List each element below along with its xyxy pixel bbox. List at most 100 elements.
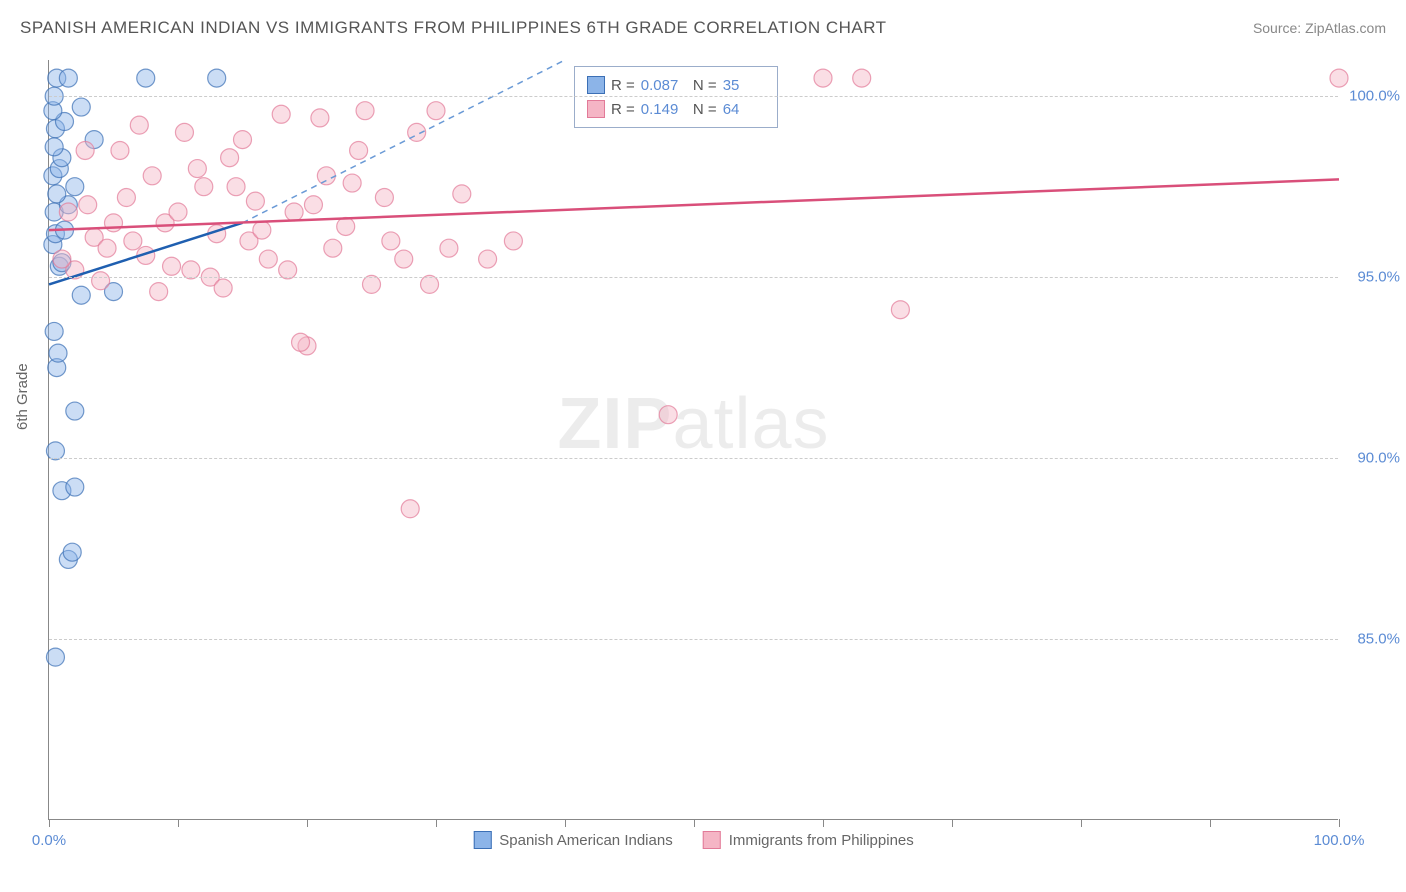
scatter-point (48, 185, 66, 203)
scatter-point (175, 123, 193, 141)
scatter-point (45, 138, 63, 156)
legend-label: Spanish American Indians (499, 832, 672, 849)
scatter-point (208, 69, 226, 87)
x-tick (178, 819, 179, 827)
scatter-point (72, 98, 90, 116)
y-axis-label: 6th Grade (14, 363, 31, 430)
scatter-point (137, 69, 155, 87)
legend-row: R =0.087 N =35 (587, 73, 765, 97)
scatter-point (659, 406, 677, 424)
scatter-point (66, 402, 84, 420)
legend-n-label: N = (689, 77, 717, 94)
scatter-point (117, 189, 135, 207)
scatter-point (124, 232, 142, 250)
y-tick-label: 90.0% (1345, 450, 1400, 467)
scatter-point (504, 232, 522, 250)
scatter-point (111, 141, 129, 159)
scatter-point (66, 178, 84, 196)
scatter-point (234, 131, 252, 149)
x-tick (307, 819, 308, 827)
scatter-point (814, 69, 832, 87)
scatter-point (337, 217, 355, 235)
scatter-point (221, 149, 239, 167)
x-tick (49, 819, 50, 827)
scatter-point (259, 250, 277, 268)
scatter-point (382, 232, 400, 250)
scatter-point (59, 69, 77, 87)
legend-r-value: 0.149 (641, 101, 683, 118)
scatter-point (46, 648, 64, 666)
scatter-point (350, 141, 368, 159)
chart-svg (49, 60, 1338, 819)
scatter-point (188, 160, 206, 178)
x-tick-label: 0.0% (32, 832, 66, 849)
y-tick-label: 85.0% (1345, 631, 1400, 648)
scatter-point (343, 174, 361, 192)
scatter-point (150, 283, 168, 301)
legend-label: Immigrants from Philippines (729, 832, 914, 849)
x-tick-label: 100.0% (1314, 832, 1365, 849)
scatter-point (49, 344, 67, 362)
trend-line-extrapolated (243, 60, 566, 223)
legend-r-value: 0.087 (641, 77, 683, 94)
x-tick (436, 819, 437, 827)
legend-row: R =0.149 N =64 (587, 97, 765, 121)
legend-swatch (703, 831, 721, 849)
x-tick (952, 819, 953, 827)
x-tick (1210, 819, 1211, 827)
scatter-point (63, 543, 81, 561)
scatter-point (479, 250, 497, 268)
gridline (49, 639, 1338, 640)
scatter-point (45, 322, 63, 340)
legend-r-label: R = (611, 77, 635, 94)
legend-swatch (587, 100, 605, 118)
source-label: Source: ZipAtlas.com (1253, 20, 1386, 36)
y-tick-label: 95.0% (1345, 269, 1400, 286)
plot-area: ZIPatlas R =0.087 N =35R =0.149 N =64 Sp… (48, 60, 1338, 820)
x-tick (823, 819, 824, 827)
scatter-point (304, 196, 322, 214)
scatter-point (453, 185, 471, 203)
scatter-point (59, 203, 77, 221)
scatter-point (324, 239, 342, 257)
legend-swatch (473, 831, 491, 849)
scatter-point (401, 500, 419, 518)
scatter-point (1330, 69, 1348, 87)
gridline (49, 458, 1338, 459)
scatter-point (246, 192, 264, 210)
scatter-point (92, 272, 110, 290)
x-tick (1081, 819, 1082, 827)
scatter-point (98, 239, 116, 257)
legend-n-value: 64 (723, 101, 765, 118)
scatter-point (395, 250, 413, 268)
scatter-point (227, 178, 245, 196)
legend-swatch (587, 76, 605, 94)
gridline (49, 96, 1338, 97)
scatter-point (317, 167, 335, 185)
scatter-point (163, 257, 181, 275)
scatter-point (891, 301, 909, 319)
chart-title: SPANISH AMERICAN INDIAN VS IMMIGRANTS FR… (20, 18, 887, 38)
scatter-point (356, 102, 374, 120)
x-tick (1339, 819, 1340, 827)
scatter-point (427, 102, 445, 120)
scatter-point (143, 167, 161, 185)
scatter-point (169, 203, 187, 221)
scatter-point (72, 286, 90, 304)
y-tick-label: 100.0% (1345, 88, 1400, 105)
legend-item: Immigrants from Philippines (703, 831, 914, 849)
scatter-point (440, 239, 458, 257)
legend-item: Spanish American Indians (473, 831, 672, 849)
legend-bottom: Spanish American Indians Immigrants from … (473, 831, 914, 849)
scatter-point (285, 203, 303, 221)
scatter-point (375, 189, 393, 207)
scatter-point (105, 214, 123, 232)
scatter-point (195, 178, 213, 196)
scatter-point (130, 116, 148, 134)
scatter-point (66, 478, 84, 496)
scatter-point (292, 333, 310, 351)
x-tick (694, 819, 695, 827)
scatter-point (253, 221, 271, 239)
scatter-point (214, 279, 232, 297)
x-tick (565, 819, 566, 827)
